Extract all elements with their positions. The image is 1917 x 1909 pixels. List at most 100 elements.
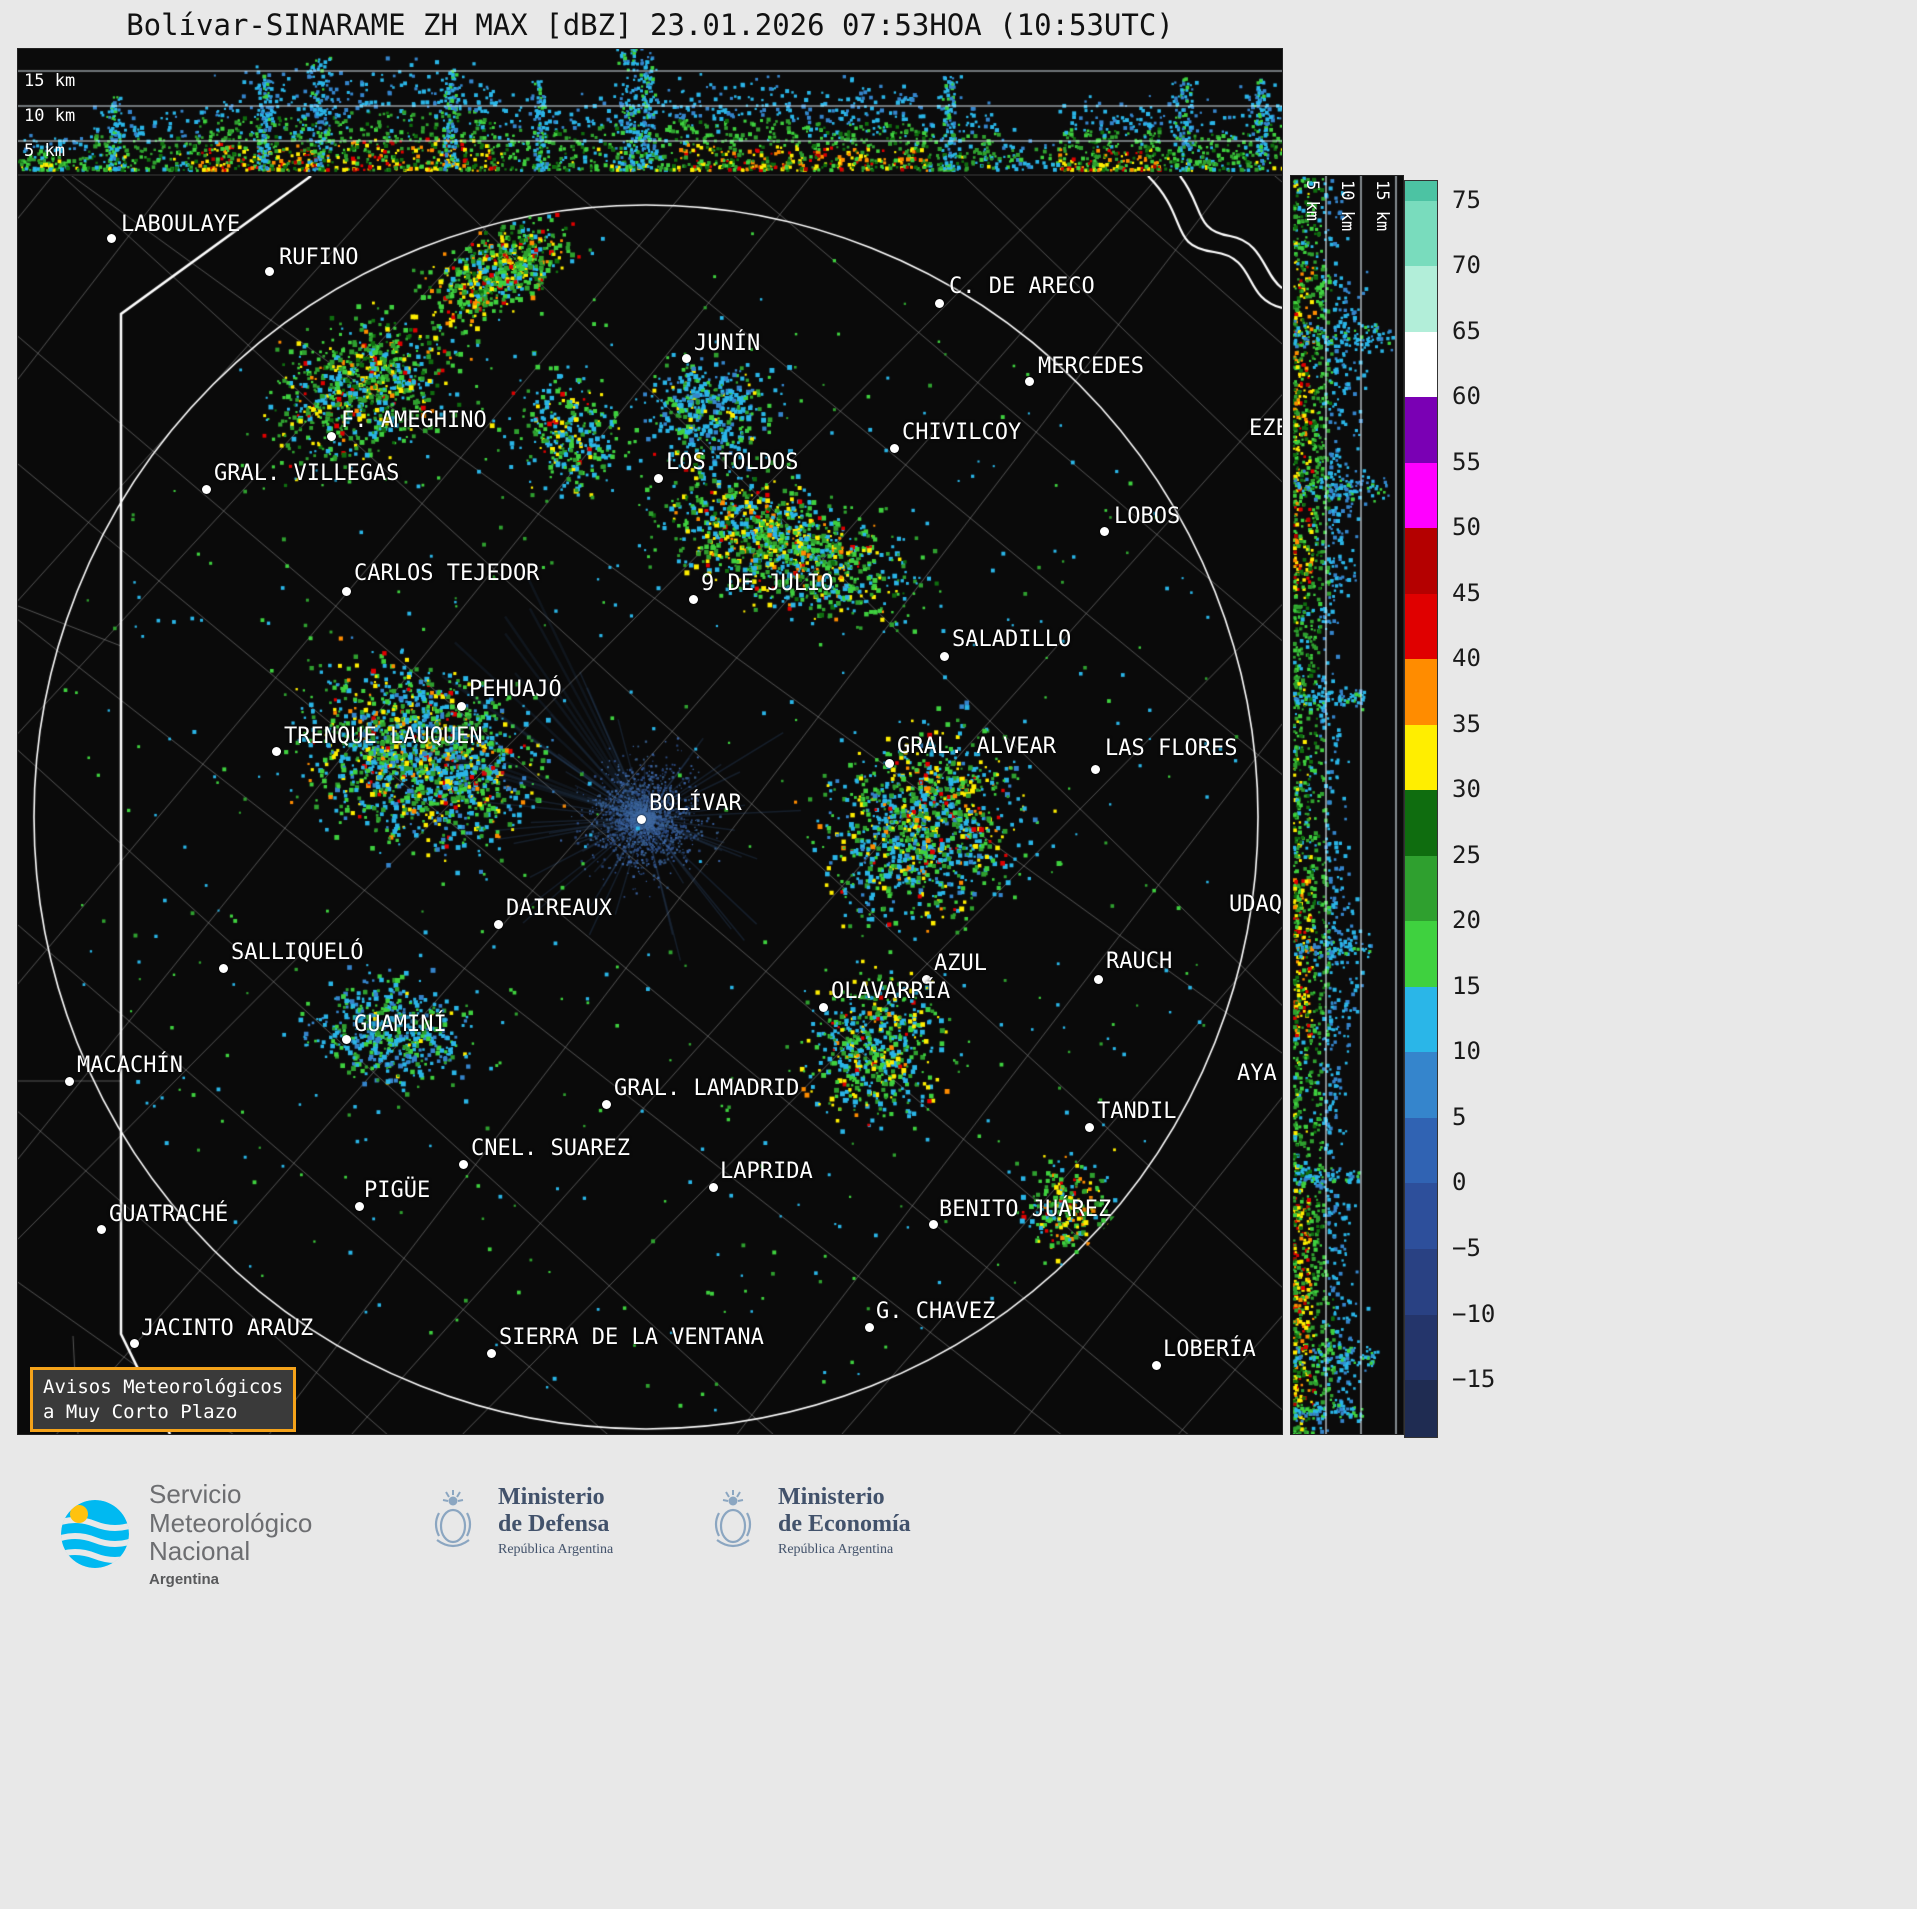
city-label-rufino: RUFINO [279, 245, 359, 270]
colorbar-band [1405, 1314, 1437, 1381]
colorbar-tick: 50 [1452, 513, 1481, 542]
city-label-sierra-de-la-ventana: SIERRA DE LA VENTANA [499, 1325, 764, 1350]
city-dot-laprida [709, 1183, 718, 1192]
smn-name-line1: Servicio [149, 1479, 242, 1509]
ministry-defensa-line2: de Defensa [498, 1510, 610, 1537]
colorbar-band [1405, 1052, 1437, 1118]
colorbar-band [1405, 266, 1437, 332]
radar-map-panel: LABOULAYE RUFINO C. DE ARECO JUNÍN MERCEDES F… [17, 175, 1283, 1435]
height-label: 15 km [24, 71, 76, 91]
city-dot-laboulaye [107, 234, 116, 243]
city-label-azul: AZUL [934, 951, 987, 976]
city-dot-9-de-julio [689, 595, 698, 604]
colorbar-band [1405, 593, 1437, 660]
city-dot-guamin [342, 1035, 351, 1044]
colorbar-band [1405, 659, 1437, 725]
city-dot-jacinto-arauz [130, 1339, 139, 1348]
city-label-macach-n: MACACHÍN [77, 1053, 183, 1078]
colorbar-tick: 15 [1452, 971, 1481, 1000]
cross-section-top-canvas [18, 49, 1282, 174]
colorbar-band [1405, 790, 1437, 856]
city-dot-gral-villegas [202, 485, 211, 494]
height-label: 10 km [1337, 180, 1357, 232]
city-dot-c-de-areco [935, 299, 944, 308]
city-label-cnel-suarez: CNEL. SUAREZ [471, 1136, 630, 1161]
city-dot-gral-alvear [885, 759, 894, 768]
city-dot-rufino [265, 267, 274, 276]
ministry-defensa-line1: Ministerio [498, 1484, 605, 1510]
colorbar-tick: 75 [1452, 185, 1481, 214]
product-title: Bolívar-SINARAME ZH MAX [dBZ] 23.01.2026… [126, 8, 1174, 42]
ministry-economia-block: Ministerio de Economía República Argenti… [702, 1484, 911, 1558]
city-dot-lober-a [1152, 1361, 1161, 1370]
city-label-lobos: LOBOS [1114, 504, 1181, 529]
city-label-carlos-tejedor: CARLOS TEJEDOR [354, 561, 540, 586]
city-label-tandil: TANDIL [1097, 1099, 1177, 1124]
city-dot-lobos [1100, 527, 1109, 536]
city-label-guamin: GUAMINÍ [354, 1012, 447, 1037]
colorbar-tick: 35 [1452, 709, 1481, 738]
city-label-mercedes: MERCEDES [1038, 354, 1144, 379]
city-label-jacinto-arauz: JACINTO ARAUZ [141, 1316, 314, 1341]
smn-name-line3: Nacional [149, 1536, 251, 1567]
colorbar-band [1405, 724, 1437, 791]
city-label-c-de-areco: C. DE ARECO [949, 274, 1095, 299]
city-dot-cnel-suarez [459, 1160, 468, 1169]
cross-section-right-canvas [1291, 176, 1403, 1434]
colorbar [1404, 180, 1438, 1438]
city-dot-carlos-tejedor [342, 587, 351, 596]
height-label: 15 km [1372, 180, 1392, 232]
colorbar-tick: 30 [1452, 775, 1481, 804]
ministry-economia-line3: República Argentina [778, 1541, 894, 1557]
city-label-gral-lamadrid: GRAL. LAMADRID [614, 1076, 800, 1101]
city-dot-jun-n [682, 354, 691, 363]
ministry-defensa-line3: República Argentina [498, 1541, 614, 1557]
city-label-pehuaj: PEHUAJÓ [469, 677, 562, 702]
coat-of-arms-icon [714, 1489, 752, 1547]
city-dot-pehuaj [457, 702, 466, 711]
colorbar-band [1405, 1248, 1437, 1315]
smn-country: Argentina [149, 1570, 220, 1588]
ministry-defensa-block: Ministerio de Defensa República Argentin… [422, 1484, 613, 1558]
city-label-chivilcoy: CHIVILCOY [902, 420, 1022, 445]
city-label-jun-n: JUNÍN [694, 331, 761, 356]
colorbar-band [1405, 855, 1437, 922]
height-label: 5 km [24, 141, 65, 161]
colorbar-band [1405, 397, 1437, 463]
colorbar-band [1405, 528, 1437, 594]
colorbar-tick: 0 [1452, 1168, 1467, 1197]
city-label-gral-alvear: GRAL. ALVEAR [897, 734, 1056, 759]
city-dot-mercedes [1025, 377, 1034, 386]
city-dot-olavarr-a [819, 1003, 828, 1012]
colorbar-band [1405, 921, 1437, 987]
city-label-g-chavez: G. CHAVEZ [876, 1299, 996, 1324]
colorbar-tick: 10 [1452, 1037, 1481, 1066]
city-dot-macach-n [65, 1077, 74, 1086]
city-layer: LABOULAYE RUFINO C. DE ARECO JUNÍN MERCEDES F… [18, 176, 1282, 1434]
city-dot-bol-var [637, 815, 646, 824]
colorbar-tick: 45 [1452, 578, 1481, 607]
colorbar-tick: −5 [1452, 1233, 1481, 1262]
colorbar-band [1405, 200, 1437, 267]
colorbar-band [1405, 986, 1437, 1053]
city-label-bol-var: BOLÍVAR [649, 791, 742, 816]
colorbar-tick: 65 [1452, 316, 1481, 345]
colorbar-band [1405, 1117, 1437, 1184]
city-label-las-flores: LAS FLORES [1105, 736, 1238, 761]
colorbar-band [1405, 1183, 1437, 1249]
colorbar-tick: 60 [1452, 382, 1481, 411]
city-dot-guatrach [97, 1225, 106, 1234]
warning-line1: Avisos Meteorológicos [43, 1376, 284, 1398]
city-label-benito-ju-rez: BENITO JUÁREZ [939, 1197, 1112, 1222]
city-label-trenque-lauquen: TRENQUE LAUQUEN [284, 724, 483, 749]
city-label-los-toldos: LOS TOLDOS [666, 450, 799, 475]
city-label-pig-e: PIGÜE [364, 1178, 431, 1203]
city-dot-rauch [1094, 975, 1103, 984]
warning-box[interactable]: Avisos Meteorológicos a Muy Corto Plazo [30, 1367, 297, 1433]
city-label-guatrach: GUATRACHÉ [109, 1202, 229, 1227]
city-label-laprida: LAPRIDA [720, 1159, 813, 1184]
colorbar-tick: 70 [1452, 251, 1481, 280]
colorbar-tick: 25 [1452, 840, 1481, 869]
colorbar-band [1405, 181, 1437, 201]
